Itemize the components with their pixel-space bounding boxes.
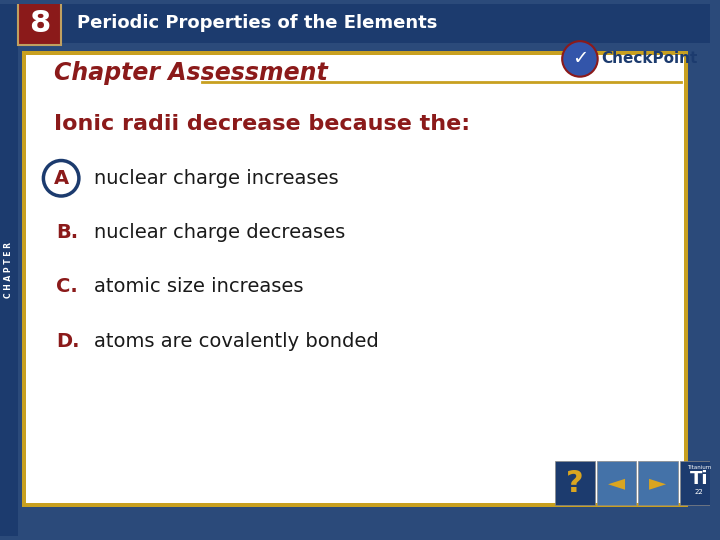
FancyBboxPatch shape — [26, 55, 685, 503]
Text: ✓: ✓ — [572, 50, 588, 69]
Text: C.: C. — [56, 277, 78, 296]
Text: ?: ? — [566, 469, 584, 497]
Text: ►: ► — [649, 473, 667, 493]
Text: Periodic Properties of the Elements: Periodic Properties of the Elements — [77, 15, 437, 32]
FancyBboxPatch shape — [0, 4, 710, 43]
Text: C H A P T E R: C H A P T E R — [4, 242, 14, 298]
Text: 22: 22 — [695, 489, 703, 495]
Circle shape — [562, 41, 598, 77]
Text: Ionic radii decrease because the:: Ionic radii decrease because the: — [54, 114, 470, 134]
FancyBboxPatch shape — [0, 4, 18, 536]
Text: B.: B. — [56, 223, 78, 242]
Text: ◄: ◄ — [608, 473, 625, 493]
Text: Chapter Assessment: Chapter Assessment — [54, 60, 328, 85]
Text: Ti: Ti — [690, 470, 708, 488]
Text: A: A — [53, 169, 68, 188]
Text: nuclear charge increases: nuclear charge increases — [94, 169, 338, 188]
Circle shape — [43, 160, 79, 196]
Text: Titanium: Titanium — [687, 465, 711, 470]
FancyBboxPatch shape — [597, 461, 636, 505]
Text: atomic size increases: atomic size increases — [94, 277, 303, 296]
FancyBboxPatch shape — [18, 2, 61, 45]
Text: 8: 8 — [29, 9, 50, 38]
FancyBboxPatch shape — [22, 51, 688, 507]
Text: atoms are covalently bonded: atoms are covalently bonded — [94, 332, 379, 350]
FancyBboxPatch shape — [638, 461, 678, 505]
FancyBboxPatch shape — [555, 461, 595, 505]
Text: D.: D. — [56, 332, 80, 350]
FancyBboxPatch shape — [680, 461, 719, 505]
Text: CheckPoint: CheckPoint — [602, 51, 698, 66]
Text: nuclear charge decreases: nuclear charge decreases — [94, 223, 345, 242]
